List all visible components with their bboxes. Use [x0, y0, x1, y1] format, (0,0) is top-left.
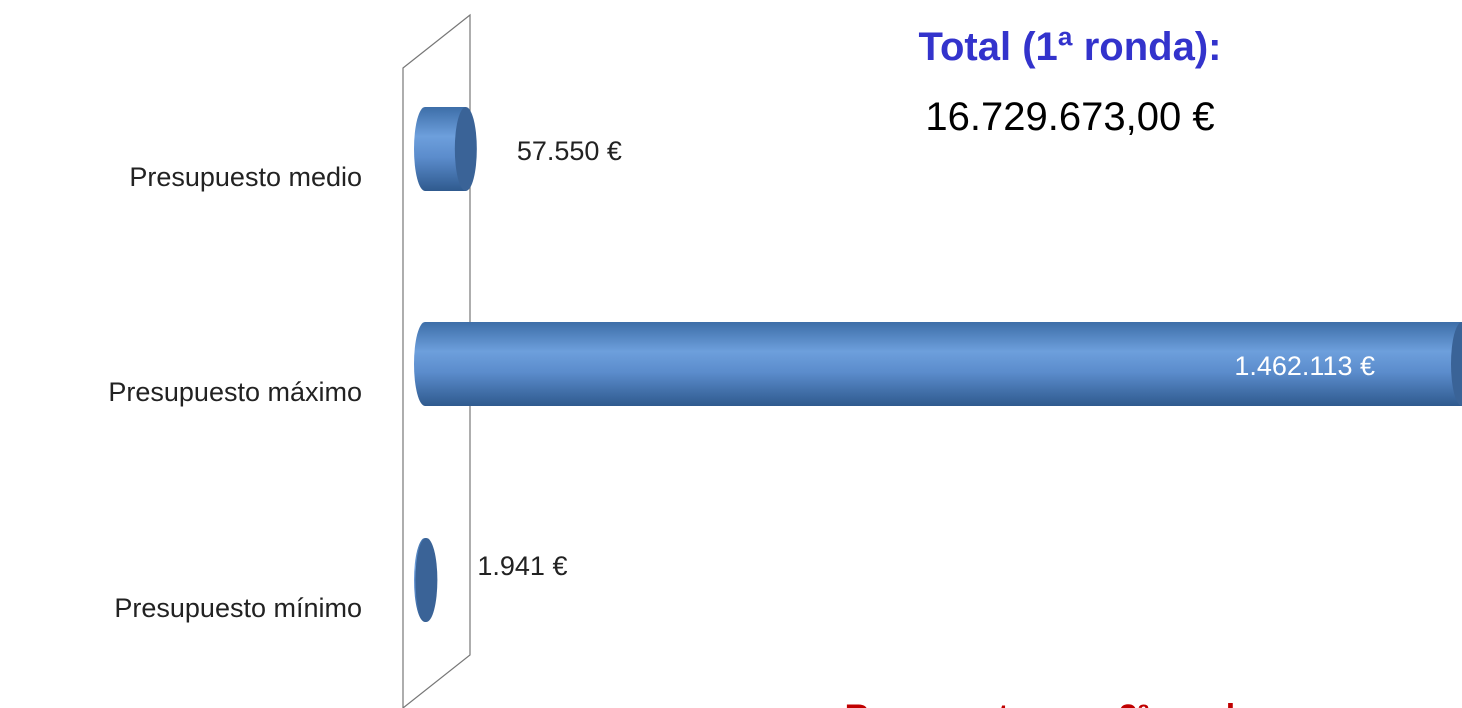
bar [414, 322, 1462, 406]
category-label: Presupuesto mínimo [114, 593, 362, 623]
value-label: 1.941 € [477, 551, 567, 581]
total-title: Total (1ª ronda): [919, 25, 1222, 69]
bar [414, 538, 438, 622]
floor-plane [402, 13, 471, 708]
category-label: Presupuesto medio [129, 162, 362, 192]
category-label: Presupuesto máximo [108, 377, 362, 407]
total-value: 16.729.673,00 € [925, 95, 1214, 139]
value-label: 1.462.113 € [1234, 351, 1375, 381]
remanente-title: Remanente para 2ª ronda: [845, 698, 1266, 708]
bar [414, 107, 477, 191]
value-label: 57.550 € [517, 136, 622, 166]
